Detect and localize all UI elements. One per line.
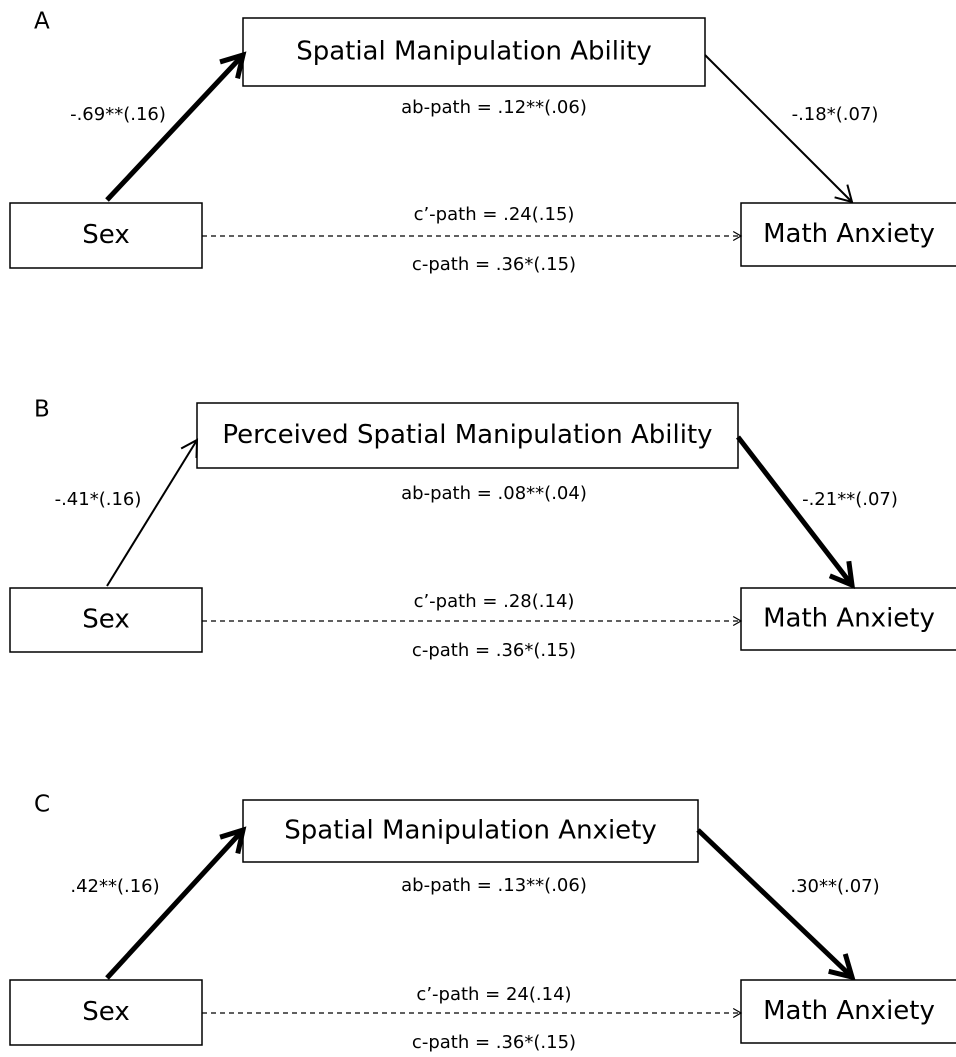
predictor-box [9, 587, 203, 653]
a-path-label: -.69**(.16) [70, 104, 166, 125]
a-path-label: -.41*(.16) [55, 489, 142, 510]
outcome-box-label: Math Anxiety [763, 604, 935, 634]
ab-path-label: ab-path = .13**(.06) [401, 875, 587, 896]
b-path-arrow [704, 54, 853, 203]
c-path-label: c-path = .36*(.15) [412, 640, 576, 661]
outcome-box-label: Math Anxiety [763, 219, 935, 249]
mediator-box-label: Perceived Spatial Manipulation Ability [222, 420, 712, 450]
b-path-arrow [696, 828, 854, 979]
ab-path-label: ab-path = .12**(.06) [401, 97, 587, 118]
c-prime-path-label: c’-path = .24(.15) [414, 204, 575, 225]
predictor-box-label: Sex [82, 997, 129, 1027]
arrow-head [828, 560, 856, 589]
a-path-label: .42**(.16) [70, 876, 159, 897]
arrow-head [834, 184, 854, 204]
b-path-arrow [736, 435, 854, 587]
mediator-box [242, 799, 699, 863]
mediator-box [242, 17, 706, 87]
predictor-box [9, 202, 203, 269]
panel-label: C [34, 792, 50, 818]
mediator-box-label: Spatial Manipulation Anxiety [284, 816, 657, 846]
arrow-head [732, 1007, 743, 1019]
arrow-head [828, 953, 856, 981]
arrow-head [180, 438, 199, 459]
mediator-box-label: Spatial Manipulation Ability [296, 37, 652, 67]
arrow-head [732, 230, 743, 242]
arrow-head [219, 51, 247, 79]
outcome-box-label: Math Anxiety [763, 996, 935, 1026]
a-path-arrow [105, 53, 245, 202]
c-path-label: c-path = .36*(.15) [412, 1032, 576, 1053]
panel-label: A [34, 9, 50, 35]
arrow-head [219, 826, 247, 854]
c-path-label: c-path = .36*(.15) [412, 254, 576, 275]
predictor-box [9, 979, 203, 1046]
predictor-box-label: Sex [82, 220, 129, 250]
b-path-label: -.21**(.07) [802, 489, 898, 510]
ab-path-label: ab-path = .08**(.04) [401, 483, 587, 504]
b-path-label: .30**(.07) [790, 876, 879, 897]
arrow-head [732, 615, 743, 627]
a-path-arrow [105, 828, 245, 980]
panel-label: B [34, 397, 50, 423]
predictor-box-label: Sex [82, 605, 129, 635]
outcome-box [740, 587, 956, 651]
c-prime-path-label: c’-path = 24(.14) [416, 984, 571, 1005]
mediator-box [196, 402, 739, 469]
b-path-label: -.18*(.07) [792, 104, 879, 125]
outcome-box [740, 979, 956, 1044]
outcome-box [740, 202, 956, 267]
c-prime-path-label: c’-path = .28(.14) [414, 591, 575, 612]
a-path-arrow [106, 439, 198, 587]
